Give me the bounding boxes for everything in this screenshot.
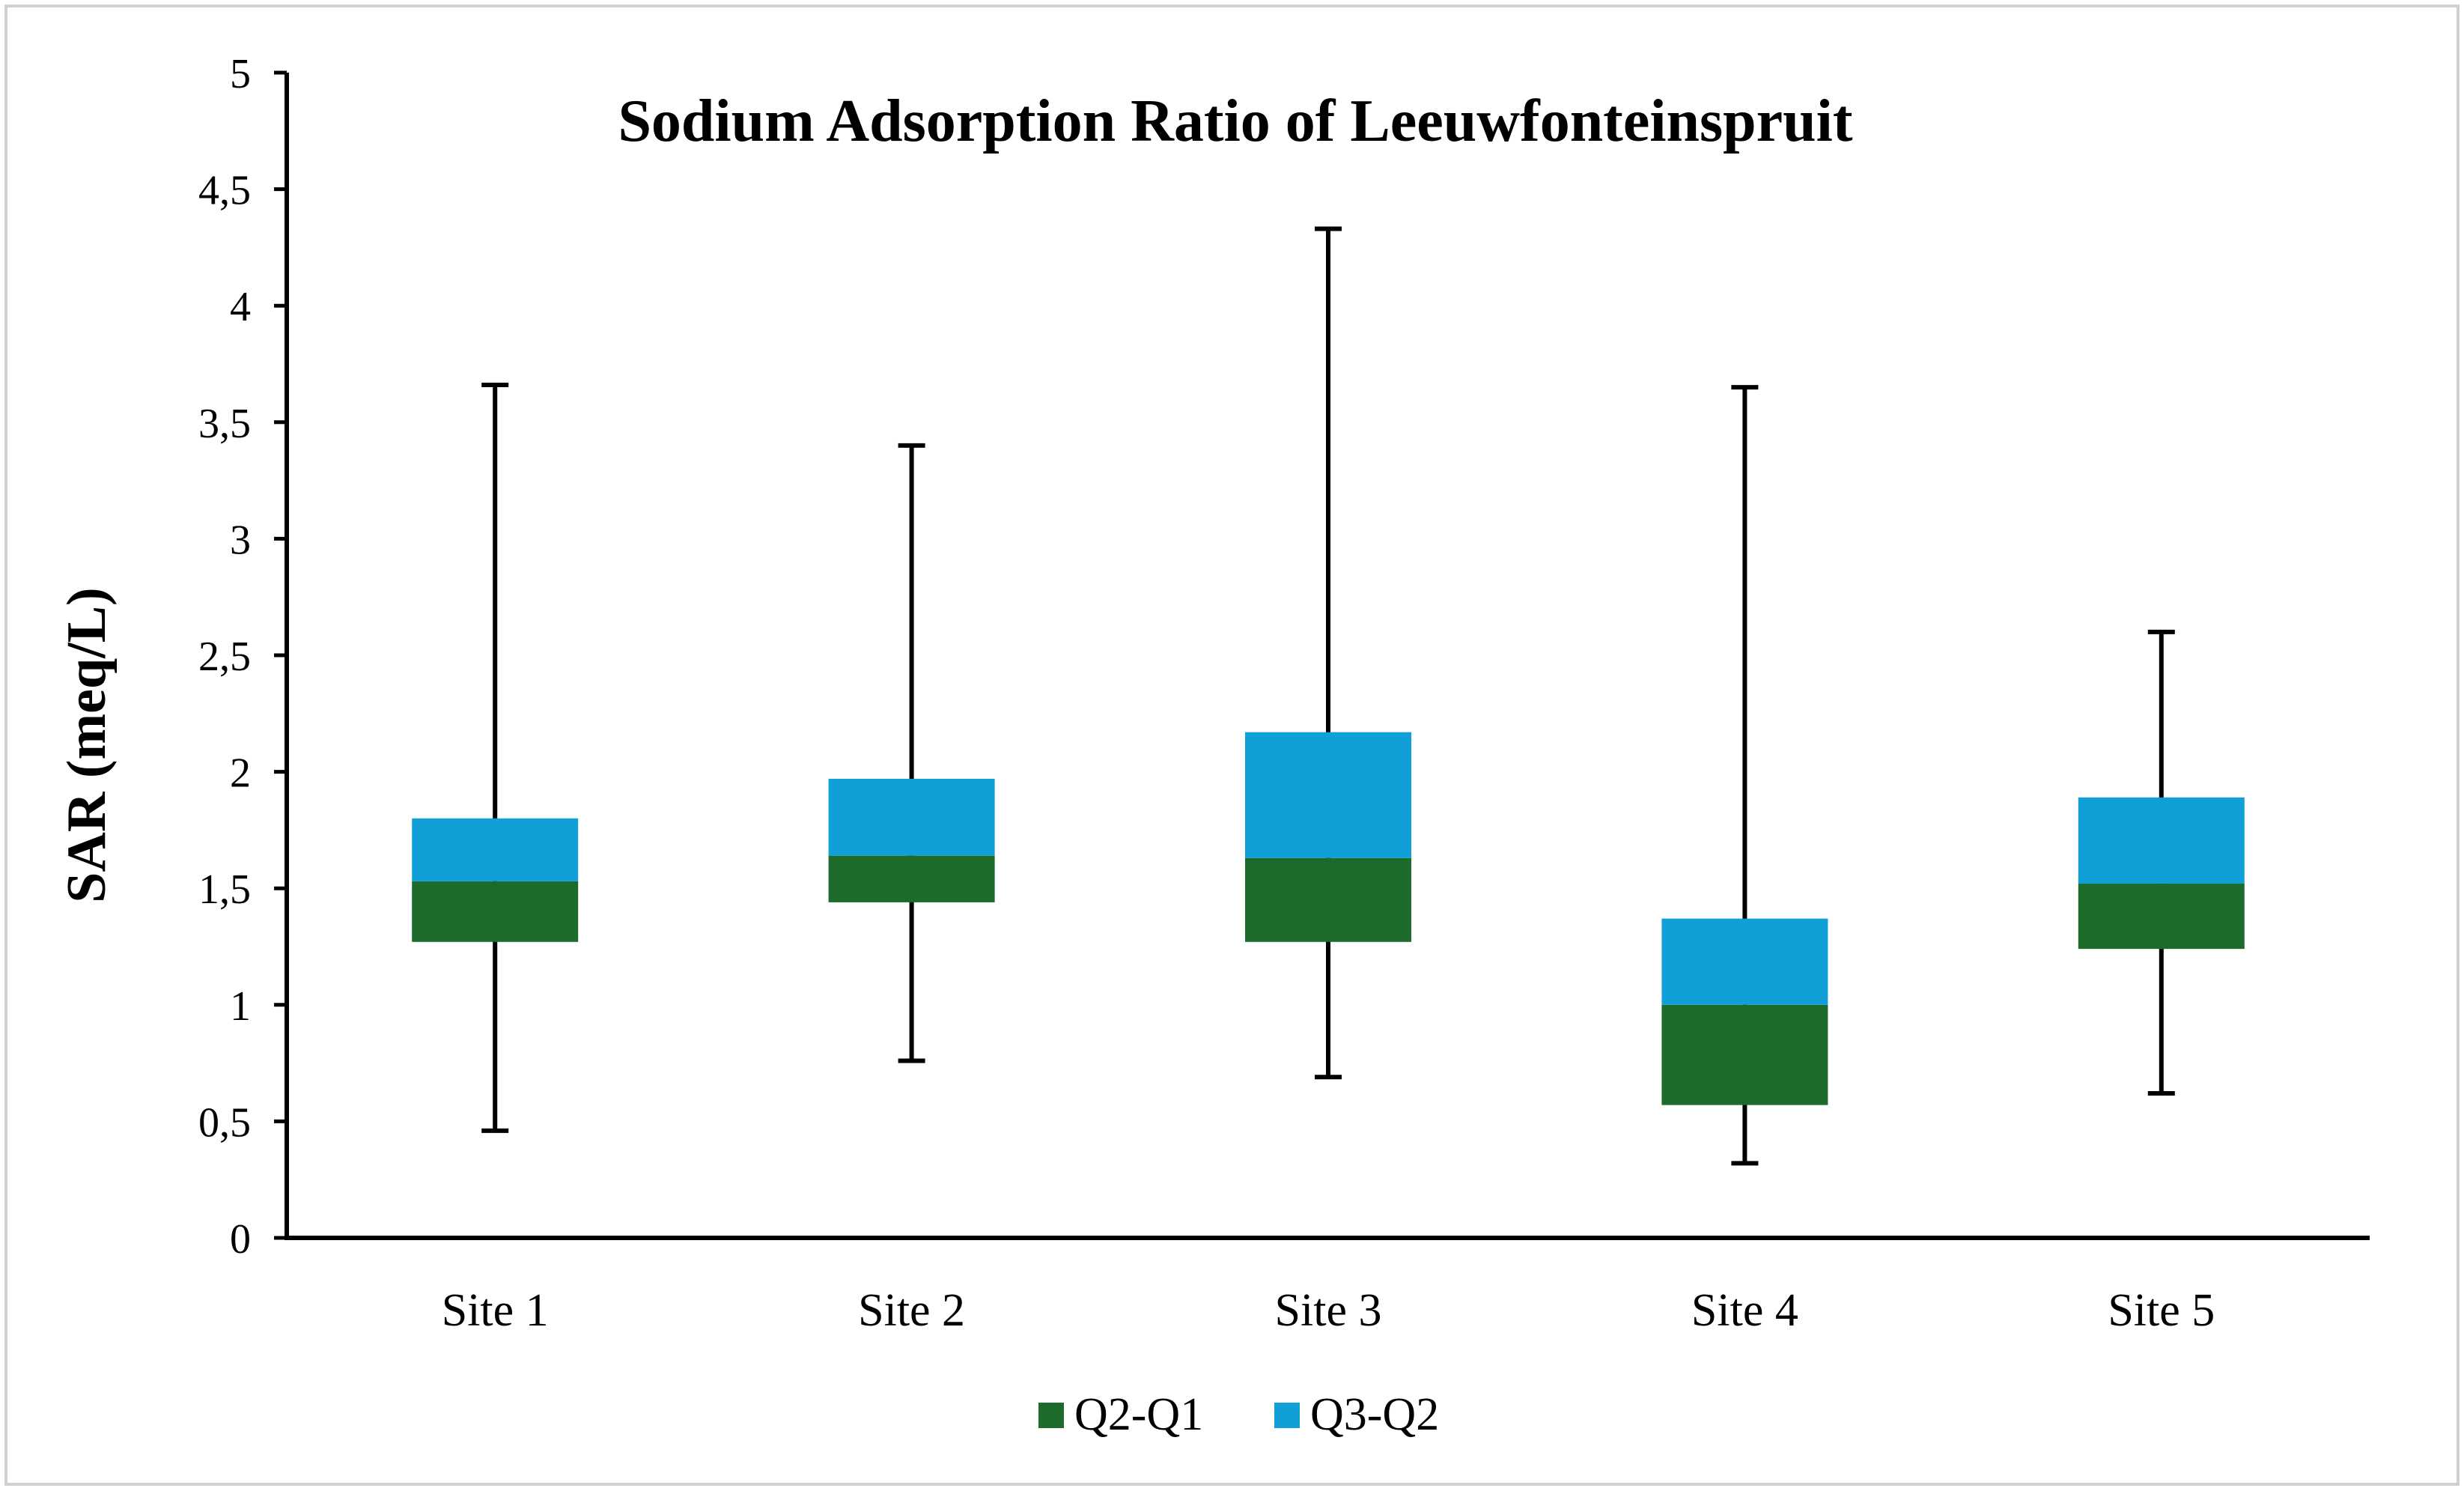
legend-label-q2-q1: Q2-Q1 [1074,1389,1203,1440]
x-tick-label: Site 4 [1691,1285,1798,1336]
legend-swatch-q3-q2 [1274,1403,1300,1428]
box-q2-q1 [828,855,995,902]
x-tick-label: Site 2 [858,1285,965,1336]
box-q3-q2 [1661,918,1828,1005]
box-q3-q2 [828,778,995,856]
legend: Q2-Q1 Q3-Q2 [1038,1389,1439,1440]
y-tick-label: 1,5 [198,866,251,913]
y-tick-label: 1 [230,983,251,1030]
x-axis-ticks: Site 1 Site 2 Site 3 Site 4 Site 5 [442,1285,2215,1336]
chart-border [4,4,2460,1486]
y-axis-ticks: 0 0,5 1 1,5 2 2,5 3 3,5 4 4,5 5 [198,51,287,1263]
box-q2-q1 [1661,1004,1828,1105]
y-axis-label: SAR (meq/L) [56,587,118,902]
y-tick-label: 3 [230,517,251,563]
box-series [412,226,2245,1166]
box-q3-q2 [2078,797,2245,884]
legend-label-q3-q2: Q3-Q2 [1310,1389,1439,1440]
x-tick-label: Site 3 [1275,1285,1382,1336]
chart-title: Sodium Adsorption Ratio of Leeuwfonteins… [618,88,1852,154]
y-tick-label: 3,5 [198,401,251,447]
y-tick-label: 2,5 [198,634,251,680]
box-q2-q1 [1245,857,1411,942]
box-q3-q2 [412,818,579,881]
x-tick-label: Site 1 [442,1285,549,1336]
y-tick-label: 2 [230,750,251,797]
legend-swatch-q2-q1 [1038,1403,1064,1428]
box-q2-q1 [2078,883,2245,950]
box-q3-q2 [1245,732,1411,858]
x-tick-label: Site 5 [2108,1285,2215,1336]
y-tick-label: 5 [230,51,251,97]
y-tick-label: 4 [230,284,251,330]
box-q2-q1 [412,881,579,942]
y-tick-label: 0,5 [198,1099,251,1146]
y-tick-label: 4,5 [198,168,251,214]
y-tick-label: 0 [230,1216,251,1263]
